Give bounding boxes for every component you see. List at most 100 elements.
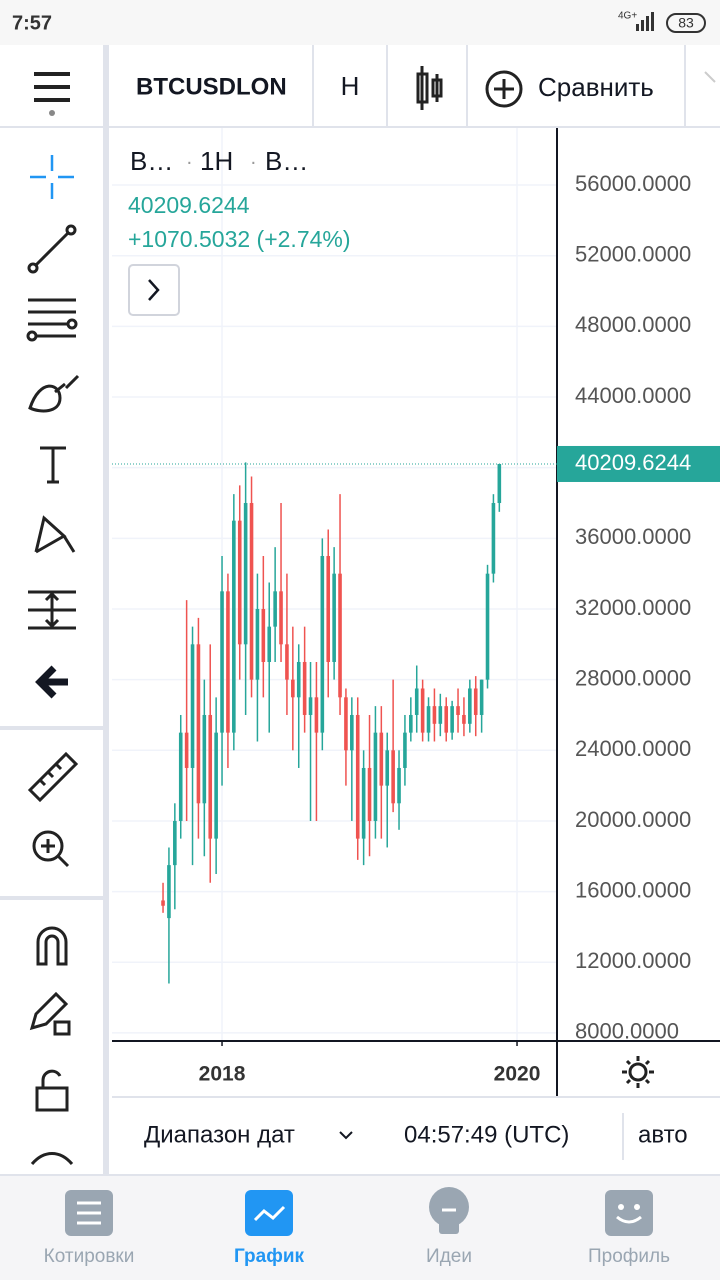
compare[interactable]: Сравнить	[538, 72, 654, 102]
candle-body	[355, 714, 360, 839]
brush-tool[interactable]	[28, 374, 80, 413]
candle-body	[285, 644, 289, 680]
candle-body	[326, 556, 331, 662]
candle-body	[479, 679, 484, 715]
y-tick-label: 28000.0000	[575, 665, 691, 690]
date-range[interactable]: Диапазон дат	[144, 1121, 295, 1148]
nav-profile[interactable]: Профиль	[588, 1190, 670, 1267]
candle-body	[367, 767, 372, 821]
measure-tool[interactable]	[28, 590, 76, 630]
candle-body	[267, 626, 272, 662]
candle-body	[338, 573, 342, 698]
y-tick-label: 8000.0000	[575, 1019, 679, 1044]
ruler-tool[interactable]	[27, 751, 79, 803]
candle-body	[173, 820, 177, 866]
symbol[interactable]: BTCUSDLON	[136, 73, 287, 100]
candle-body	[255, 608, 260, 680]
menu-button[interactable]	[34, 72, 70, 116]
range-bar: Диапазон дат 04:57:49 (UTC) авто	[112, 1096, 720, 1160]
candle-body	[420, 688, 425, 733]
text-tool[interactable]	[40, 446, 66, 484]
candle-body	[178, 732, 183, 821]
status-bar	[0, 0, 720, 45]
candle-body	[497, 463, 502, 504]
y-tick-label: 16000.0000	[575, 877, 691, 902]
clock-utc: 04:57:49 (UTC)	[404, 1121, 569, 1148]
candle-body	[403, 732, 407, 768]
crosshair[interactable]	[30, 155, 74, 199]
candle-body	[344, 697, 348, 751]
candle-body	[237, 520, 242, 645]
interval[interactable]: H	[341, 71, 360, 101]
expand-legend[interactable]	[128, 264, 180, 316]
y-tick-label: 44000.0000	[575, 383, 691, 408]
candle-body	[302, 661, 307, 715]
nav-ideas[interactable]: Идеи	[426, 1187, 472, 1267]
y-tick-label: 32000.0000	[575, 595, 691, 620]
auto-scale[interactable]: авто	[638, 1121, 688, 1148]
candle-body	[291, 679, 295, 698]
candle-body	[190, 644, 195, 768]
candle-body	[473, 688, 478, 715]
legend-price: 40209.6244	[128, 192, 250, 218]
last-price-label: 40209.6244	[575, 450, 691, 475]
candle-body	[167, 865, 171, 919]
lock-tool[interactable]	[35, 1069, 69, 1112]
candle-body	[208, 714, 213, 839]
legend-change: +1070.5032 (+2.74%)	[128, 226, 351, 252]
toolbar: BTCUSDLON H Сравнить	[0, 45, 720, 1175]
battery-level: 83	[678, 15, 694, 31]
pattern-tool[interactable]	[34, 515, 76, 554]
candle-body	[491, 503, 496, 574]
candle-body	[249, 503, 254, 680]
candle-body	[196, 644, 201, 804]
signal	[636, 12, 654, 31]
candle-body	[332, 573, 336, 662]
candle-body	[485, 573, 490, 680]
chart-type-button[interactable]	[416, 66, 443, 110]
candle-body	[320, 556, 325, 733]
nav-chart[interactable]: График	[234, 1190, 305, 1267]
last-price-tag	[557, 445, 720, 482]
candle-body	[243, 503, 248, 645]
candle-body	[462, 714, 466, 724]
y-tick-label: 20000.0000	[575, 807, 691, 832]
trend-line-tool[interactable]	[27, 224, 77, 274]
y-tick-label: 52000.0000	[575, 242, 691, 267]
x-tick-label: 2020	[494, 1063, 541, 1086]
candle-body	[214, 732, 218, 839]
legend-exchange: B…	[265, 146, 308, 176]
nav-quotes[interactable]: Котировки	[44, 1190, 135, 1267]
drawing-tools	[0, 155, 104, 1166]
candle-body	[456, 706, 460, 715]
candle-body	[308, 697, 313, 715]
candle-body	[397, 767, 401, 804]
candle-body	[314, 697, 319, 733]
symbol-clip: BTCUSDLON	[136, 73, 287, 100]
candle-body	[273, 591, 277, 627]
nav-label: Котировки	[44, 1246, 135, 1267]
candle-body	[296, 661, 301, 698]
legend-dot: ·	[186, 151, 193, 173]
visibility-tool[interactable]	[30, 1152, 74, 1166]
fib-tool[interactable]	[26, 298, 78, 342]
y-tick-label: 12000.0000	[575, 948, 691, 973]
candle-body	[184, 732, 189, 768]
y-tick-label: 24000.0000	[575, 736, 691, 761]
candle-body	[391, 750, 395, 804]
hide-tools[interactable]	[35, 665, 68, 699]
clock: 7:57	[12, 12, 52, 34]
settings[interactable]	[622, 1056, 654, 1088]
candle-body	[414, 688, 419, 715]
lock-drawing[interactable]	[29, 991, 69, 1031]
magnet-tool[interactable]	[36, 926, 68, 966]
zoom-tool[interactable]	[32, 830, 70, 868]
candle-body	[350, 714, 354, 751]
candle-body	[161, 900, 165, 906]
candle-body	[438, 706, 443, 724]
nav-label: Профиль	[588, 1246, 670, 1267]
chart: B… · 1H · B… 40209.6244 +1070.5032 (+2.7…	[112, 128, 720, 1097]
candle-body	[261, 608, 266, 662]
